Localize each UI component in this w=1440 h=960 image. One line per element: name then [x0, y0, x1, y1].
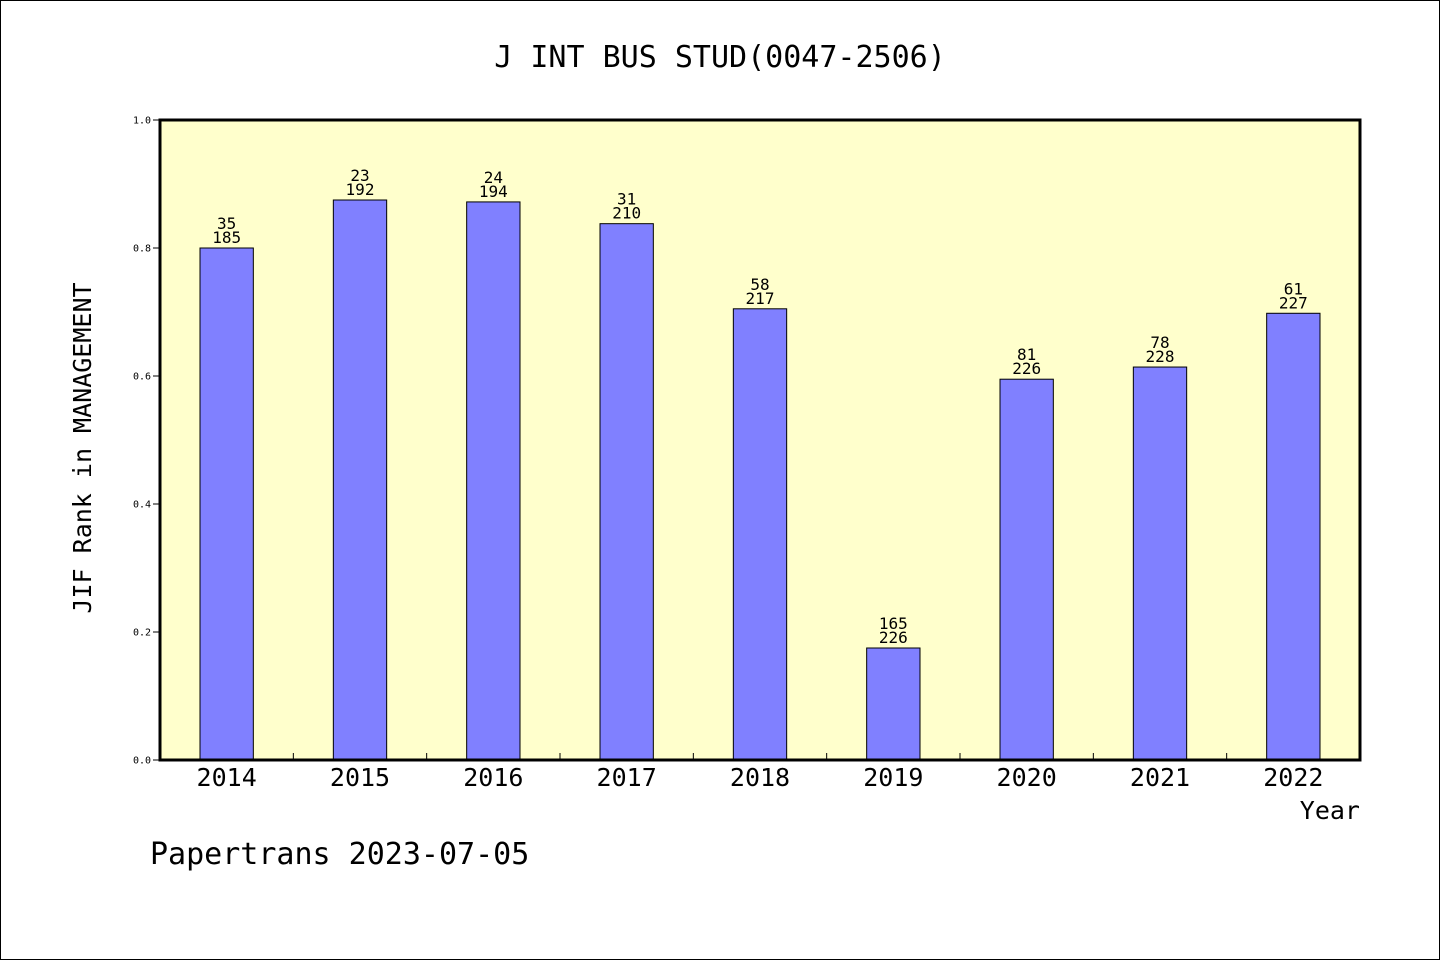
data-label-bottom: 228	[1146, 347, 1175, 366]
footer-credit: Papertrans 2023-07-05	[150, 837, 529, 872]
bar-2021	[1132, 366, 1188, 761]
data-label-top: 81	[1017, 345, 1036, 364]
bar-2020	[999, 378, 1054, 761]
bar-2018	[732, 308, 788, 761]
x-tick-label: 2015	[330, 763, 390, 792]
bar-2019	[866, 647, 921, 761]
plot-border	[158, 118, 1362, 762]
bars	[199, 199, 1321, 761]
y-tick-label: 0.2	[133, 628, 151, 639]
y-tick-label: 0.6	[133, 372, 151, 383]
data-label-top: 165	[879, 614, 908, 633]
chart-title: J INT BUS STUD(0047-2506)	[494, 40, 946, 75]
y-tick-label: 0.4	[133, 500, 151, 511]
data-label-top: 78	[1150, 333, 1169, 352]
data-label-top: 35	[217, 214, 236, 233]
data-label-bottom: 226	[879, 628, 908, 647]
y-tick-label: 1.0	[133, 116, 151, 127]
bar-2017	[599, 223, 654, 761]
y-axis-ticks: 0.0 0.2 0.4 0.6 0.8 1.0	[133, 116, 160, 767]
y-tick-label: 0.0	[133, 756, 151, 767]
data-label-bottom: 226	[1012, 359, 1041, 378]
bar-2014	[199, 247, 254, 761]
data-label-top: 24	[484, 168, 503, 187]
x-tick-label: 2017	[597, 763, 657, 792]
data-label-bottom: 210	[612, 204, 641, 223]
data-label-top: 31	[617, 190, 636, 209]
y-tick-label: 0.8	[133, 244, 151, 255]
bar-2015	[332, 199, 388, 761]
data-label-bottom: 217	[746, 289, 775, 308]
x-tick-label: 2022	[1263, 763, 1323, 792]
x-tick-label: 2019	[863, 763, 923, 792]
data-label-top: 23	[350, 166, 369, 185]
data-label-bottom: 194	[479, 182, 508, 201]
data-label-bottom: 185	[212, 228, 241, 247]
data-label-top: 58	[750, 275, 769, 294]
x-tick-label: 2016	[463, 763, 523, 792]
x-tick-label: 2018	[730, 763, 790, 792]
x-tick-labels: 2014 2015 2016 2017 2018 2019 2020 2021 2022	[197, 763, 1324, 792]
x-tick-label: 2014	[197, 763, 257, 792]
bar-2016	[466, 201, 521, 761]
data-label-top: 61	[1284, 279, 1303, 298]
data-label-bottom: 227	[1279, 293, 1308, 312]
x-tick-label: 2020	[997, 763, 1057, 792]
y-axis-label: JIF Rank in MANAGEMENT	[68, 282, 97, 613]
bar-2022	[1266, 312, 1321, 761]
x-axis-label: Year	[1300, 796, 1360, 825]
x-tick-label: 2021	[1130, 763, 1190, 792]
data-label-bottom: 192	[346, 180, 375, 199]
